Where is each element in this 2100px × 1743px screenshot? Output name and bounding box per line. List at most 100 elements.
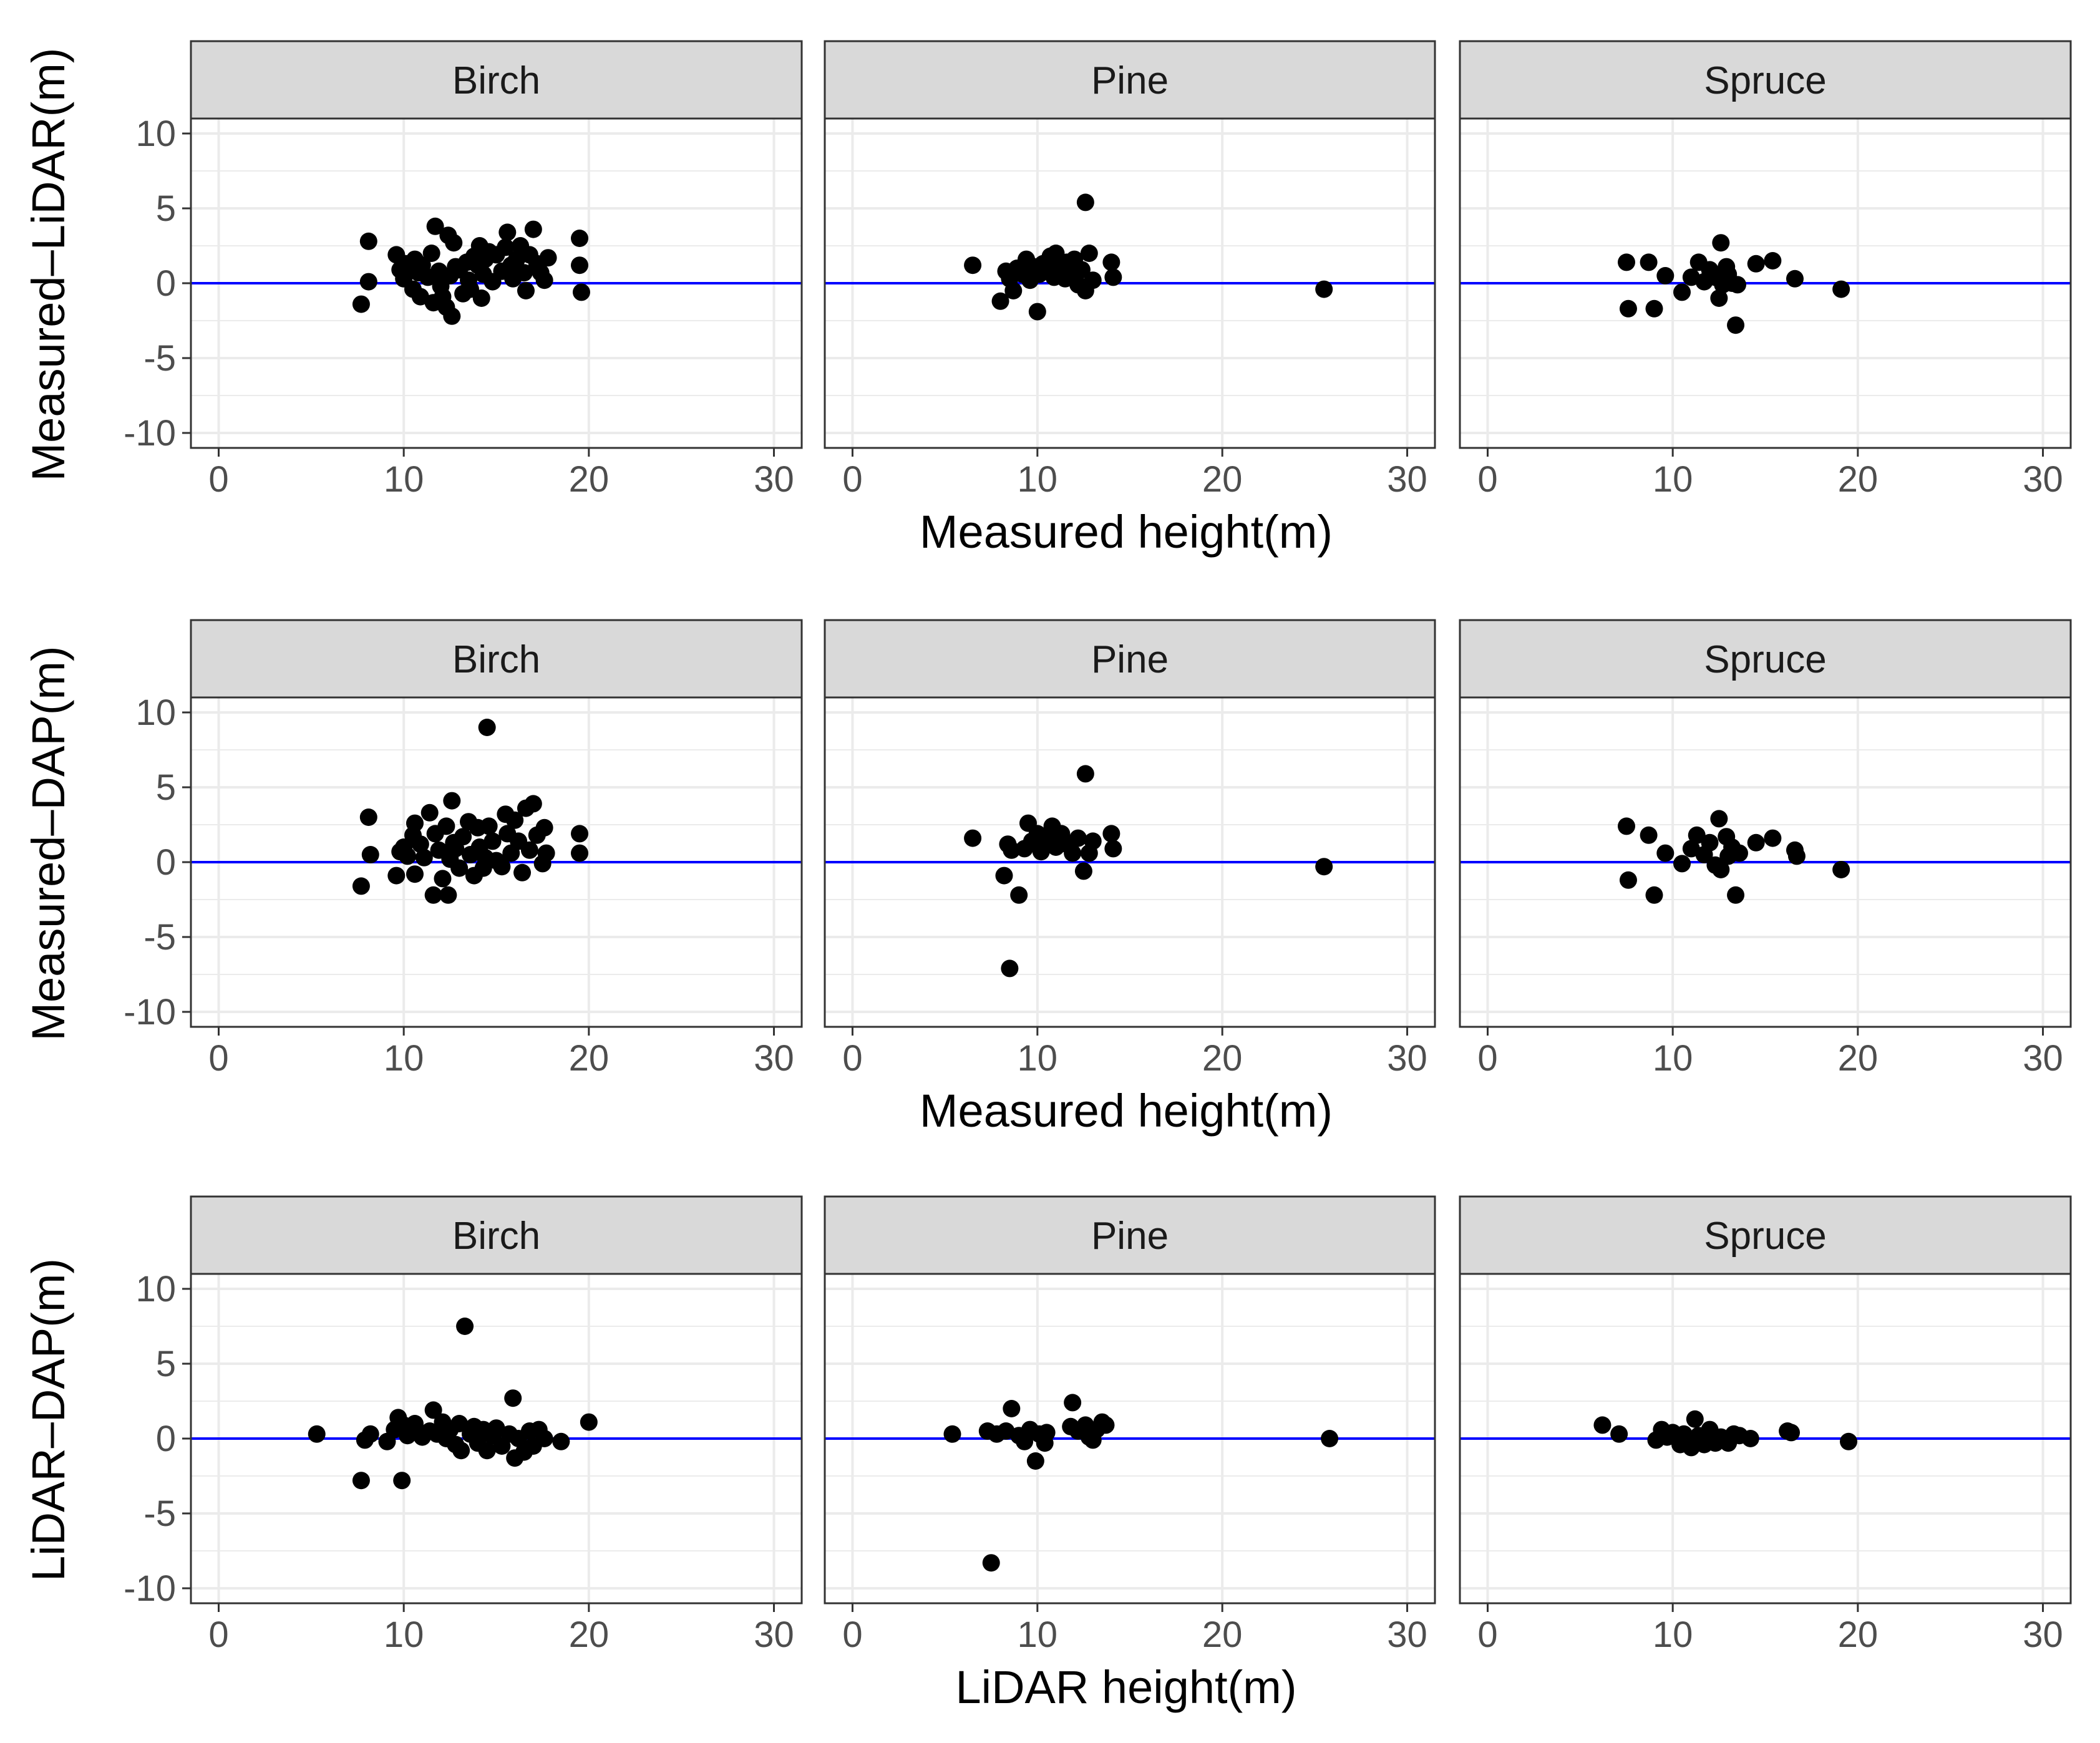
data-point: [406, 814, 424, 832]
x-tick-label: 0: [1477, 459, 1497, 500]
data-point: [1786, 269, 1804, 288]
facet-strip: [1459, 40, 2072, 120]
data-point: [535, 1430, 553, 1447]
data-point: [361, 846, 379, 863]
data-point: [434, 870, 452, 888]
data-point: [393, 1472, 411, 1490]
data-point: [1315, 858, 1333, 876]
panel-spruce: Spruce 0 10 20 30: [1459, 1195, 2072, 1655]
data-point: [1840, 1432, 1857, 1450]
facet-label: Birch: [452, 1215, 540, 1258]
data-point: [513, 863, 532, 881]
data-point: [443, 307, 461, 325]
x-tick-label: 20: [1838, 1038, 1879, 1079]
data-points: [943, 1394, 1339, 1572]
x-tick-label: 30: [1387, 1038, 1427, 1079]
data-point: [1102, 253, 1120, 271]
facet-label: Pine: [1091, 638, 1169, 681]
facet-strip: [824, 40, 1436, 120]
data-point: [352, 295, 370, 313]
y-tick-label: 10: [135, 692, 176, 733]
data-point: [1673, 855, 1691, 873]
data-point: [1712, 234, 1730, 252]
data-point: [1084, 832, 1102, 850]
data-point: [399, 847, 417, 865]
panel-spruce: Spruce 0 10 20 30: [1459, 619, 2072, 1079]
data-point: [1010, 886, 1028, 904]
data-points: [1618, 234, 1850, 334]
data-point: [1619, 299, 1637, 318]
y-tick-label: -5: [143, 1493, 176, 1534]
facet-label: Pine: [1091, 1215, 1169, 1258]
data-point: [1686, 1410, 1704, 1428]
x-tick-label: 0: [208, 459, 228, 500]
data-point: [1764, 829, 1782, 847]
x-tick-label: 10: [1653, 459, 1693, 500]
data-point: [571, 844, 588, 862]
data-point: [1076, 765, 1094, 783]
data-points: [1618, 810, 1850, 904]
data-point: [439, 886, 457, 904]
x-tick-label: 20: [1202, 1614, 1243, 1655]
facet-label: Spruce: [1704, 59, 1826, 102]
data-point: [359, 273, 377, 291]
x-tick-label: 10: [1653, 1614, 1693, 1655]
data-point: [426, 217, 444, 235]
x-tick-label: 10: [384, 1038, 424, 1079]
data-point: [452, 1442, 470, 1460]
data-point: [478, 719, 496, 736]
chart-row-1: Birch 0 10 20 30 -10 -5 0 5 10 Pine 0 10 20 30 Spruce 0 1…: [22, 40, 2072, 558]
facet-strip: [1459, 1195, 2072, 1275]
data-point: [498, 223, 517, 241]
panel-birch: Birch 0 10 20 30 -10 -5 0 5 10: [124, 40, 803, 500]
data-point: [472, 289, 490, 307]
data-point: [964, 829, 982, 847]
x-tick-label: 0: [1477, 1614, 1497, 1655]
facet-label: Birch: [452, 59, 540, 102]
y-axis-title: Measured–LiDAR(m): [22, 48, 74, 482]
data-points: [1593, 1410, 1857, 1457]
data-point: [456, 1318, 474, 1335]
x-tick-label: 0: [1477, 1038, 1497, 1079]
x-tick-label: 0: [842, 459, 862, 500]
data-point: [454, 828, 472, 846]
data-point: [308, 1425, 326, 1443]
data-points: [964, 193, 1333, 321]
data-point: [1682, 840, 1700, 858]
data-point: [524, 220, 542, 238]
data-point: [1069, 829, 1087, 847]
data-point: [352, 1472, 370, 1490]
x-tick-label: 10: [1653, 1038, 1693, 1079]
facet-strip: [190, 40, 803, 120]
data-point: [539, 249, 557, 267]
panel-border: [824, 696, 1436, 1028]
data-point: [1618, 253, 1635, 271]
data-point: [1026, 1452, 1044, 1470]
data-point: [537, 844, 555, 862]
facet-strip: [1459, 619, 2072, 699]
data-point: [571, 230, 588, 247]
panel-pine: Pine 0 10 20 30: [824, 1195, 1436, 1655]
data-point: [1097, 1416, 1115, 1434]
data-point: [415, 848, 433, 867]
data-point: [406, 865, 424, 883]
data-point: [1710, 810, 1728, 828]
data-point: [1004, 282, 1023, 299]
y-tick-label: 5: [156, 1344, 176, 1384]
data-point: [506, 811, 524, 829]
data-point: [480, 817, 498, 835]
data-point: [493, 858, 511, 876]
data-point: [352, 877, 370, 895]
panel-pine: Pine 0 10 20 30: [824, 40, 1436, 500]
data-point: [552, 1432, 570, 1450]
x-tick-label: 30: [754, 459, 794, 500]
data-point: [1656, 844, 1675, 862]
data-point: [515, 264, 533, 282]
panel-spruce: Spruce 0 10 20 30: [1459, 40, 2072, 500]
y-tick-label: 0: [156, 263, 176, 304]
data-point: [420, 804, 439, 822]
facet-strip: [190, 1195, 803, 1275]
data-points: [964, 765, 1333, 978]
y-tick-label: -10: [124, 992, 176, 1032]
